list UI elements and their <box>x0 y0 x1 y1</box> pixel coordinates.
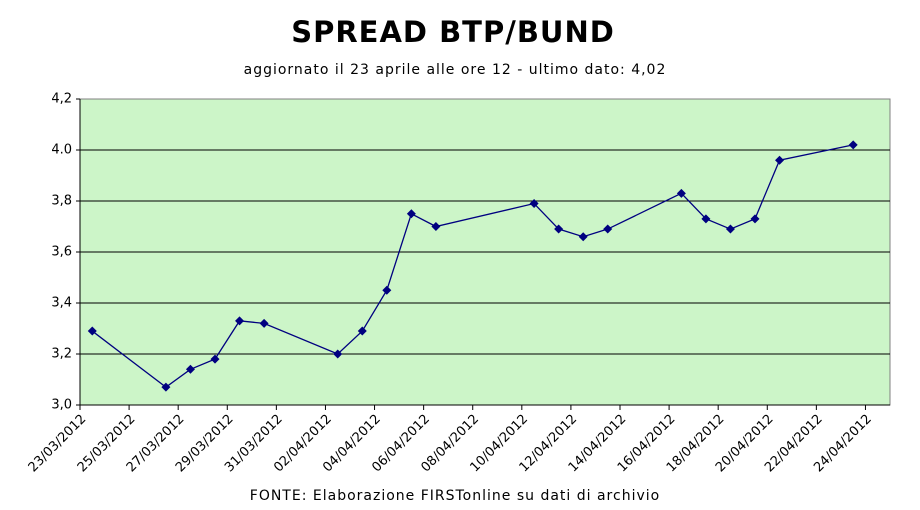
y-tick-label: 4.0 <box>51 143 72 158</box>
y-tick-label: 3,8 <box>51 194 72 209</box>
data-point <box>676 188 686 198</box>
source-note: FONTE: Elaborazione FIRSTonline su dati … <box>250 488 660 504</box>
data-point <box>725 224 735 234</box>
data-point <box>603 224 613 234</box>
y-tick-label: 4,2 <box>51 92 72 107</box>
y-tick-label: 3,6 <box>51 245 72 260</box>
data-point <box>701 214 711 224</box>
data-point <box>848 140 858 150</box>
y-tick-label: 3,4 <box>51 296 72 311</box>
data-point <box>333 349 343 359</box>
data-point <box>87 326 97 336</box>
data-point <box>554 224 564 234</box>
data-point <box>431 222 441 231</box>
chart-title: SPREAD BTP/BUND <box>291 15 615 49</box>
y-tick-label: 3,0 <box>51 398 72 413</box>
y-tick-label: 3,2 <box>51 347 72 362</box>
data-point <box>406 209 416 219</box>
data-point <box>775 155 785 165</box>
data-point <box>578 232 588 242</box>
data-point <box>357 326 367 336</box>
data-point <box>185 364 195 374</box>
chart-subtitle: aggiornato il 23 aprile alle ore 12 - ul… <box>244 62 667 78</box>
data-point <box>259 318 269 328</box>
data-point <box>235 316 245 326</box>
data-point <box>382 285 392 295</box>
data-point <box>210 354 220 364</box>
data-point <box>750 214 760 224</box>
data-point <box>529 199 539 209</box>
data-point <box>161 382 171 392</box>
